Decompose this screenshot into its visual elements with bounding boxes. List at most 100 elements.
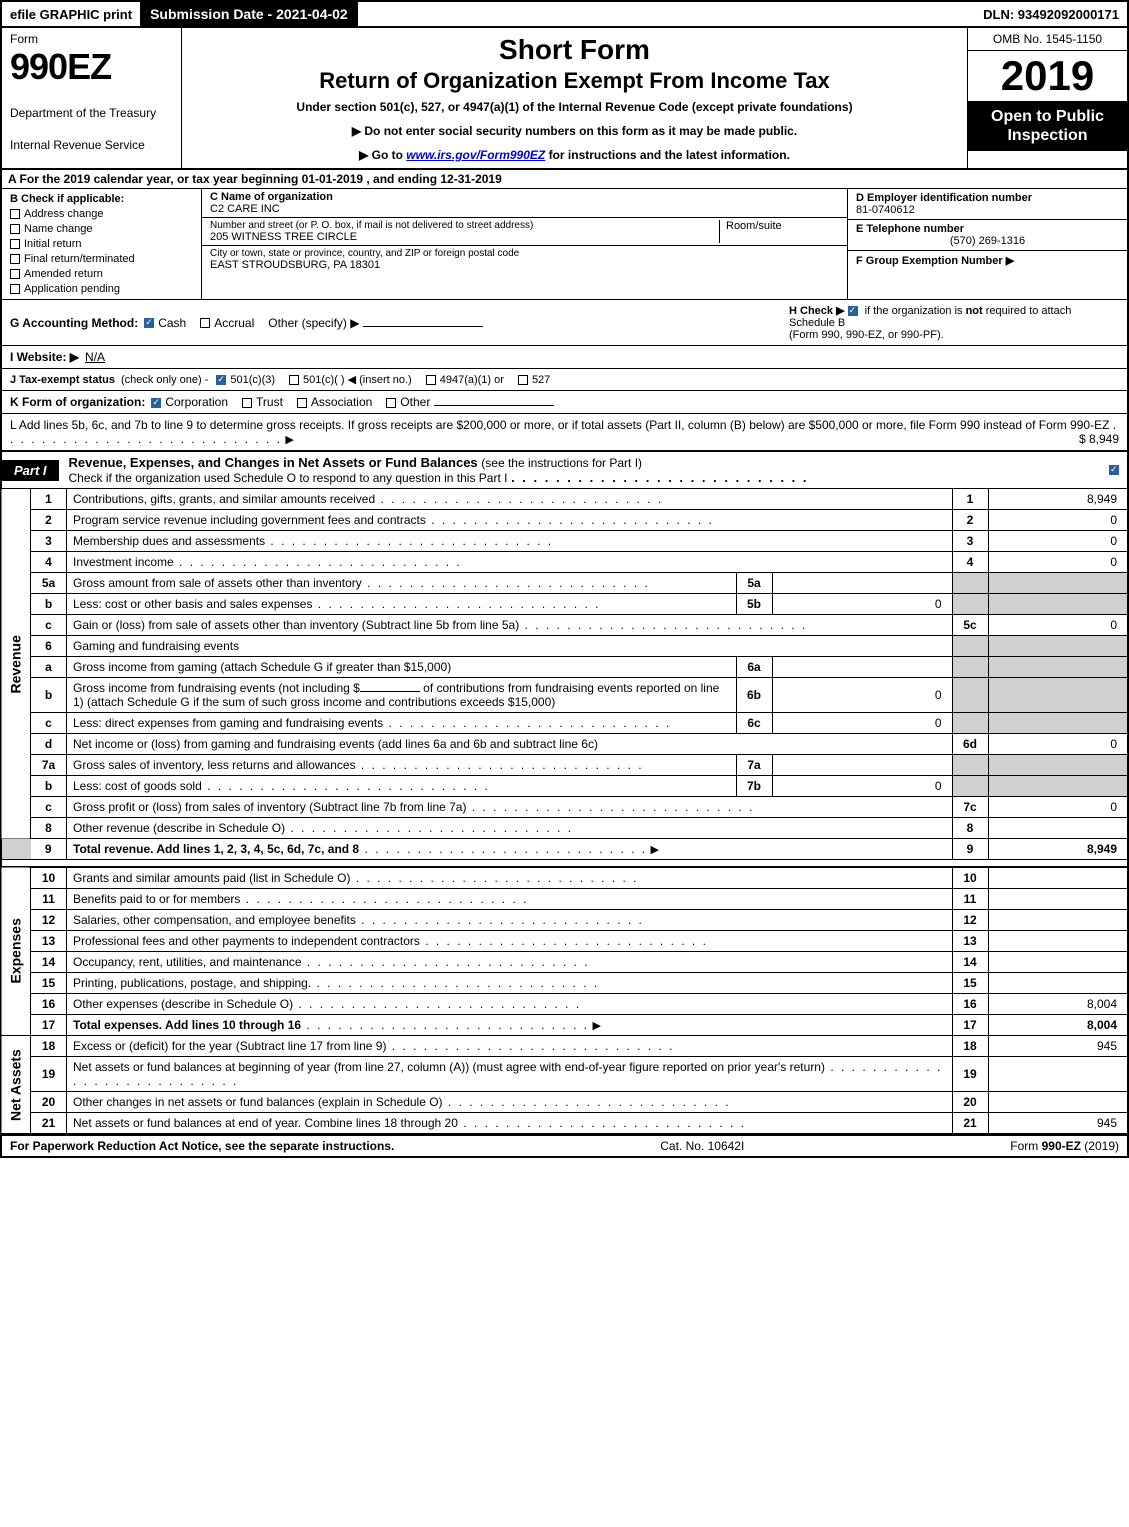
irs-link[interactable]: www.irs.gov/Form990EZ xyxy=(406,148,545,162)
chk-application-pending[interactable]: Application pending xyxy=(10,283,193,295)
chk-501c3[interactable]: 501(c)(3) xyxy=(216,374,275,386)
checkbox-icon[interactable] xyxy=(10,284,20,294)
chk-other-org[interactable]: Other xyxy=(386,395,553,409)
checkbox-icon[interactable] xyxy=(10,269,20,279)
line-9-amount: 8,949 xyxy=(988,839,1128,860)
dots-icon xyxy=(350,871,638,885)
line-6a: a Gross income from gaming (attach Sched… xyxy=(1,657,1128,678)
submission-date: Submission Date - 2021-04-02 xyxy=(140,2,358,26)
page-footer: For Paperwork Reduction Act Notice, see … xyxy=(0,1134,1129,1158)
checkbox-checked-icon[interactable] xyxy=(216,375,226,385)
checkbox-checked-icon[interactable] xyxy=(144,318,154,328)
part-i-checkline: Check if the organization used Schedule … xyxy=(69,471,508,485)
checkbox-icon[interactable] xyxy=(10,239,20,249)
website-value: N/A xyxy=(85,350,105,364)
line-17-amount: 8,004 xyxy=(988,1015,1128,1036)
checkbox-icon[interactable] xyxy=(242,398,252,408)
checkbox-checked-icon[interactable] xyxy=(848,306,858,316)
line-6d-amount: 0 xyxy=(988,734,1128,755)
checkbox-icon[interactable] xyxy=(426,375,436,385)
dots-icon xyxy=(240,892,528,906)
chk-accrual[interactable]: Accrual xyxy=(200,316,254,330)
chk-association[interactable]: Association xyxy=(297,395,372,409)
checkbox-icon[interactable] xyxy=(10,254,20,264)
section-l-text: L Add lines 5b, 6c, and 7b to line 9 to … xyxy=(10,418,1109,432)
line-16: 16 Other expenses (describe in Schedule … xyxy=(1,994,1128,1015)
line-21-amount: 945 xyxy=(988,1113,1128,1134)
chk-final-return[interactable]: Final return/terminated xyxy=(10,253,193,265)
line-1: Revenue 1 Contributions, gifts, grants, … xyxy=(1,489,1128,510)
dots-icon xyxy=(519,618,807,632)
section-h-text1: if the organization is xyxy=(865,305,966,317)
org-name: C2 CARE INC xyxy=(210,203,339,215)
checkbox-icon[interactable] xyxy=(200,318,210,328)
line-19: 19 Net assets or fund balances at beginn… xyxy=(1,1057,1128,1092)
expenses-side-label: Expenses xyxy=(1,867,31,1036)
form-subtitle: Under section 501(c), 527, or 4947(a)(1)… xyxy=(192,100,957,114)
omb-number: OMB No. 1545-1150 xyxy=(968,28,1127,51)
paperwork-notice: For Paperwork Reduction Act Notice, see … xyxy=(10,1139,394,1153)
checkbox-icon[interactable] xyxy=(386,398,396,408)
line-6b-subvalue: 0 xyxy=(772,678,952,713)
tax-year-text: A For the 2019 calendar year, or tax yea… xyxy=(8,172,502,186)
tax-year: 2019 xyxy=(968,51,1127,101)
catalog-number: Cat. No. 10642I xyxy=(660,1139,744,1153)
dots-icon xyxy=(301,1018,589,1032)
checkbox-icon[interactable] xyxy=(518,375,528,385)
website-label: I Website: ▶ xyxy=(10,350,79,364)
dots-icon xyxy=(383,716,671,730)
dots-icon xyxy=(356,758,644,772)
checkbox-icon[interactable] xyxy=(10,209,20,219)
checkbox-icon[interactable] xyxy=(297,398,307,408)
section-b-title: B Check if applicable: xyxy=(10,193,193,205)
checkbox-checked-icon[interactable] xyxy=(151,398,161,408)
dots-icon xyxy=(285,821,573,835)
line-7b: b Less: cost of goods sold 7b 0 xyxy=(1,776,1128,797)
line-19-amount xyxy=(988,1057,1128,1092)
chk-trust[interactable]: Trust xyxy=(242,395,283,409)
section-l: L Add lines 5b, 6c, and 7b to line 9 to … xyxy=(0,414,1129,451)
top-bar: efile GRAPHIC print Submission Date - 20… xyxy=(0,0,1129,28)
dots-icon xyxy=(265,534,553,548)
checkbox-icon[interactable] xyxy=(10,224,20,234)
chk-amended-return[interactable]: Amended return xyxy=(10,268,193,280)
line-13: 13 Professional fees and other payments … xyxy=(1,931,1128,952)
dept-irs: Internal Revenue Service xyxy=(10,138,173,152)
chk-501c[interactable]: 501(c)( ) ◀ (insert no.) xyxy=(289,373,412,386)
chk-4947[interactable]: 4947(a)(1) or xyxy=(426,374,504,386)
line-11: 11 Benefits paid to or for members 11 xyxy=(1,889,1128,910)
chk-corporation[interactable]: Corporation xyxy=(151,395,228,409)
netassets-side-label: Net Assets xyxy=(1,1036,31,1134)
open-public: Open to Public Inspection xyxy=(968,101,1127,151)
section-a-tax-year: A For the 2019 calendar year, or tax yea… xyxy=(0,170,1129,189)
dots-icon xyxy=(312,597,600,611)
line-7c-amount: 0 xyxy=(988,797,1128,818)
part-i-tag: Part I xyxy=(2,460,59,481)
dots-icon xyxy=(174,555,462,569)
chk-cash[interactable]: Cash xyxy=(144,316,186,330)
form-header: Form 990EZ Department of the Treasury In… xyxy=(0,28,1129,170)
line-5b-subvalue: 0 xyxy=(772,594,952,615)
section-b: B Check if applicable: Address change Na… xyxy=(2,189,202,299)
chk-address-change[interactable]: Address change xyxy=(10,208,193,220)
line-5a-subvalue xyxy=(772,573,952,594)
short-form-title: Short Form xyxy=(192,34,957,66)
line-14-amount xyxy=(988,952,1128,973)
line-7c: c Gross profit or (loss) from sales of i… xyxy=(1,797,1128,818)
chk-schedule-o[interactable] xyxy=(1109,465,1119,475)
chk-initial-return[interactable]: Initial return xyxy=(10,238,193,250)
chk-name-change[interactable]: Name change xyxy=(10,223,193,235)
dept-treasury: Department of the Treasury xyxy=(10,106,173,120)
dln-label: DLN: 93492092000171 xyxy=(975,5,1127,24)
line-16-amount: 8,004 xyxy=(988,994,1128,1015)
line-14: 14 Occupancy, rent, utilities, and maint… xyxy=(1,952,1128,973)
line-10: Expenses 10 Grants and similar amounts p… xyxy=(1,867,1128,889)
line-11-amount xyxy=(988,889,1128,910)
chk-527[interactable]: 527 xyxy=(518,374,550,386)
chk-other-method[interactable]: Other (specify) ▶ xyxy=(268,316,483,330)
dots-icon xyxy=(362,576,650,590)
checkbox-icon[interactable] xyxy=(289,375,299,385)
header-left: Form 990EZ Department of the Treasury In… xyxy=(2,28,182,168)
arrow-icon: ▶ xyxy=(592,1020,600,1032)
line-20-amount xyxy=(988,1092,1128,1113)
